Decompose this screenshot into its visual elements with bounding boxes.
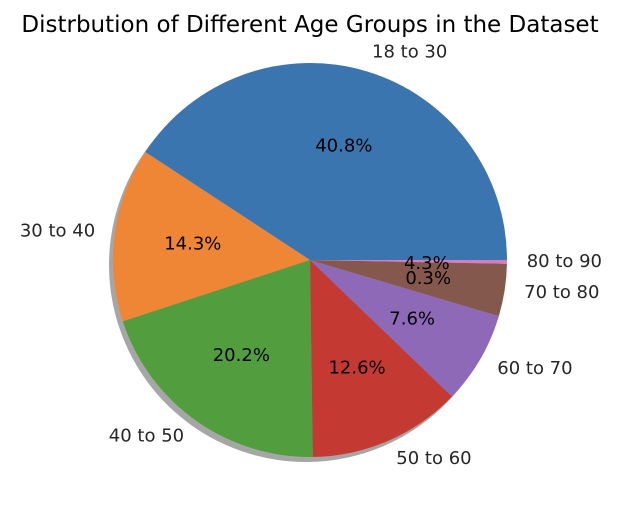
wedge-40-to-50 [122,260,313,457]
category-label-40-to-50: 40 to 50 [109,425,184,446]
chart-title: Distrbution of Different Age Groups in t… [21,12,598,38]
wedge-30-to-40 [113,151,310,322]
category-label-70-to-80: 70 to 80 [524,282,599,303]
category-label-18-to-30: 18 to 30 [372,41,447,62]
percent-label-18-to-30: 40.8% [315,136,372,157]
percent-label-80-to-90: 0.3% [405,268,451,289]
wedge-70-to-80 [310,260,507,317]
category-label-60-to-70: 60 to 70 [497,358,572,379]
category-label-50-to-60: 50 to 60 [396,448,471,469]
pie-wedges [113,62,507,457]
wedge-50-to-60 [310,260,453,457]
percent-label-30-to-40: 14.3% [164,233,221,254]
percent-label-60-to-70: 7.6% [389,308,435,329]
wedge-80-to-90 [310,260,507,264]
category-label-30-to-40: 30 to 40 [20,221,95,242]
wedge-18-to-30 [145,62,507,261]
pie-labels: 18 to 30 40.8% 30 to 40 14.3% 40 to 50 20.2% 5… [20,41,602,468]
wedge-60-to-70 [310,260,499,397]
percent-label-50-to-60: 12.6% [328,357,385,378]
category-label-80-to-90: 80 to 90 [527,251,602,272]
percent-label-40-to-50: 20.2% [213,345,270,366]
percent-label-70-to-80: 4.3% [404,253,450,274]
